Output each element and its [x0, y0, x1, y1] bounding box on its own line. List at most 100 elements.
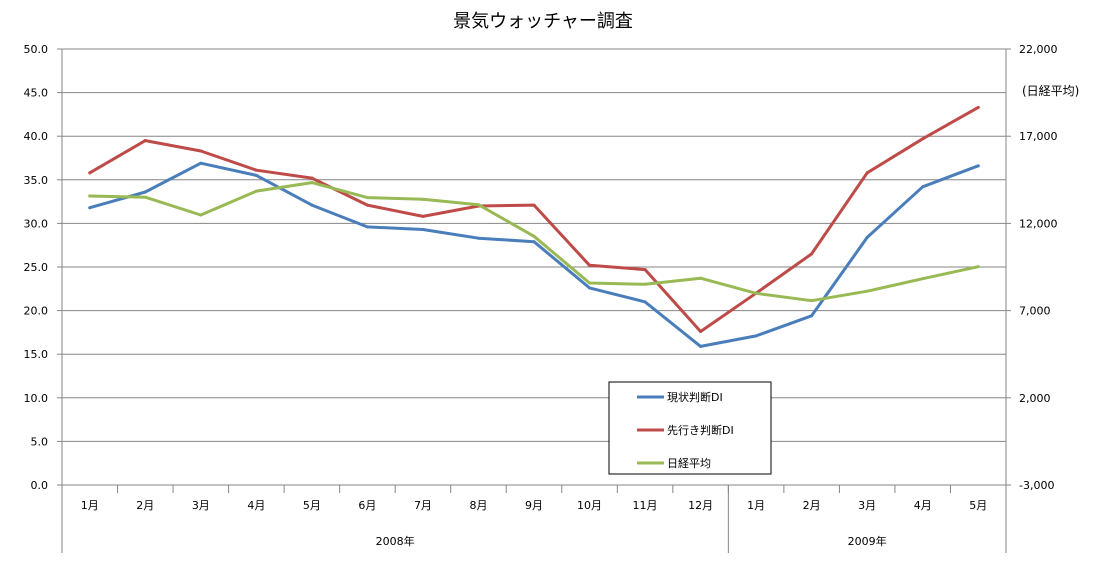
left-tick-label: 25.0: [24, 261, 49, 274]
right-tick-label: 17,000: [1019, 130, 1058, 143]
data-point-series-3: [199, 213, 203, 217]
data-point-series-3: [365, 196, 369, 200]
year-group-label: 2008年: [376, 534, 415, 548]
x-axis: 1月 2月 3月 4月 5月 6月 7月 8月 9月 10月 11月 12月 1月 2月 3月 4月 5月 200…: [81, 485, 987, 553]
right-tick-label: 2,000: [1019, 392, 1051, 405]
data-point-series-1: [365, 225, 369, 229]
data-point-series-3: [865, 289, 869, 293]
data-point-series-3: [310, 181, 314, 185]
data-point-series-1: [976, 164, 980, 168]
data-point-series-3: [810, 299, 814, 303]
data-point-series-3: [921, 277, 925, 281]
x-tick-label: 4月: [247, 499, 265, 512]
right-axis-unit-label: (日経平均): [1022, 84, 1079, 98]
data-point-series-3: [476, 203, 480, 207]
series-line-2: [88, 105, 980, 333]
data-point-series-2: [643, 268, 647, 272]
data-point-series-2: [421, 214, 425, 218]
left-axis-ticks: 0.0 5.0 10.0 15.0 20.0 25.0 30.0 35.0 40.0 45.0 50…: [24, 43, 62, 492]
x-tick-label: 5月: [969, 499, 987, 512]
data-point-series-3: [588, 281, 592, 285]
x-tick-label: 10月: [577, 499, 602, 512]
x-tick-label: 5月: [303, 499, 321, 512]
x-tick-label: 1月: [81, 499, 99, 512]
left-tick-label: 0.0: [31, 479, 49, 492]
data-point-series-2: [532, 203, 536, 207]
right-tick-label: 7,000: [1019, 305, 1051, 318]
data-point-series-3: [754, 291, 758, 295]
legend-label: 日経平均: [667, 457, 711, 470]
data-point-series-1: [476, 236, 480, 240]
data-point-series-2: [865, 171, 869, 175]
data-point-series-1: [143, 190, 147, 194]
data-point-series-1: [754, 334, 758, 338]
right-tick-label: 22,000: [1019, 43, 1058, 56]
series-line-1: [88, 161, 980, 348]
data-point-series-3: [643, 282, 647, 286]
right-tick-label: 12,000: [1019, 217, 1058, 230]
left-tick-label: 45.0: [24, 87, 49, 100]
data-point-series-1: [421, 228, 425, 232]
data-point-series-1: [588, 286, 592, 290]
left-tick-label: 15.0: [24, 348, 49, 361]
data-point-series-1: [921, 185, 925, 189]
data-point-series-3: [88, 194, 92, 198]
x-tick-label: 1月: [747, 499, 765, 512]
data-point-series-1: [643, 300, 647, 304]
series-lines: [88, 105, 980, 348]
data-point-series-1: [310, 203, 314, 207]
left-tick-label: 50.0: [24, 43, 49, 56]
left-tick-label: 20.0: [24, 305, 49, 318]
x-tick-label: 11月: [633, 499, 658, 512]
data-point-series-1: [699, 344, 703, 348]
x-tick-label: 3月: [858, 499, 876, 512]
data-point-series-1: [88, 206, 92, 210]
data-point-series-2: [699, 330, 703, 334]
data-point-series-1: [254, 173, 258, 177]
data-point-series-3: [421, 197, 425, 201]
legend-label: 先行き判断DI: [667, 423, 734, 437]
data-point-series-1: [532, 240, 536, 244]
data-point-series-3: [976, 265, 980, 269]
left-tick-label: 35.0: [24, 174, 49, 187]
data-point-series-2: [810, 252, 814, 256]
left-tick-label: 5.0: [31, 435, 49, 448]
left-tick-label: 30.0: [24, 217, 49, 230]
right-axis-ticks: -3,000 2,000 7,000 12,000 17,000 22,000: [1006, 43, 1058, 492]
left-tick-label: 10.0: [24, 392, 49, 405]
chart-title: 景気ウォッチャー調査: [453, 11, 633, 32]
x-tick-label: 8月: [469, 499, 487, 512]
data-point-series-2: [310, 176, 314, 180]
data-point-series-2: [143, 139, 147, 143]
x-tick-label: 9月: [525, 499, 543, 512]
right-tick-label: -3,000: [1019, 479, 1054, 492]
year-group-label: 2009年: [848, 534, 887, 548]
data-point-series-1: [810, 314, 814, 318]
data-point-series-2: [976, 105, 980, 109]
data-point-series-2: [365, 203, 369, 207]
data-point-series-1: [865, 235, 869, 239]
left-tick-label: 40.0: [24, 130, 49, 143]
data-point-series-1: [199, 161, 203, 165]
x-tick-label: 4月: [914, 499, 932, 512]
data-point-series-3: [699, 276, 703, 280]
data-point-series-2: [588, 263, 592, 267]
x-tick-label: 6月: [358, 499, 376, 512]
x-tick-label: 12月: [688, 499, 713, 512]
data-point-series-3: [143, 195, 147, 199]
legend: 現状判断DI 先行き判断DI 日経平均: [608, 381, 772, 475]
x-tick-label: 2月: [803, 499, 821, 512]
x-tick-label: 2月: [136, 499, 154, 512]
x-tick-label: 7月: [414, 499, 432, 512]
data-point-series-2: [921, 137, 925, 141]
data-point-series-3: [254, 189, 258, 193]
legend-label: 現状判断DI: [667, 390, 723, 404]
data-point-series-2: [254, 168, 258, 172]
data-point-series-3: [532, 234, 536, 238]
data-point-series-2: [88, 171, 92, 175]
plot-frame: [61, 49, 1007, 553]
x-tick-label: 3月: [192, 499, 210, 512]
data-point-series-2: [199, 149, 203, 153]
gridlines: [62, 48, 1006, 486]
